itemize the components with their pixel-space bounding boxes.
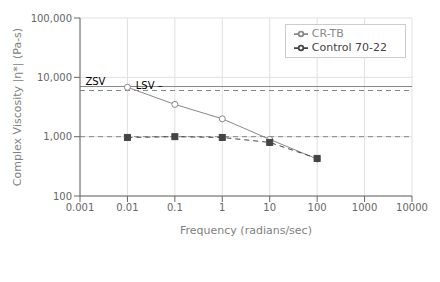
- svg-text:10000: 10000: [396, 202, 428, 213]
- svg-text:0.001: 0.001: [66, 202, 95, 213]
- svg-text:0.01: 0.01: [116, 202, 138, 213]
- svg-text:1,000: 1,000: [43, 131, 72, 142]
- svg-text:0.1: 0.1: [167, 202, 183, 213]
- svg-text:LSV –: LSV –: [136, 80, 163, 91]
- svg-text:100,000: 100,000: [31, 13, 72, 24]
- svg-text:Frequency (radians/sec): Frequency (radians/sec): [180, 224, 312, 237]
- svg-text:10,000: 10,000: [37, 72, 72, 83]
- svg-text:1: 1: [219, 202, 225, 213]
- svg-text:1000: 1000: [352, 202, 377, 213]
- svg-text:100: 100: [308, 202, 327, 213]
- svg-text:100: 100: [53, 191, 72, 202]
- svg-text:10: 10: [263, 202, 276, 213]
- svg-text:ZSV: ZSV: [85, 76, 105, 87]
- html-text:Control 70-22: Control 70-22: [311, 41, 387, 54]
- svg-text:Complex Viscosity |η*| (Pa-s): Complex Viscosity |η*| (Pa-s): [11, 28, 24, 186]
- html-text:CR-TB: CR-TB: [311, 27, 344, 40]
